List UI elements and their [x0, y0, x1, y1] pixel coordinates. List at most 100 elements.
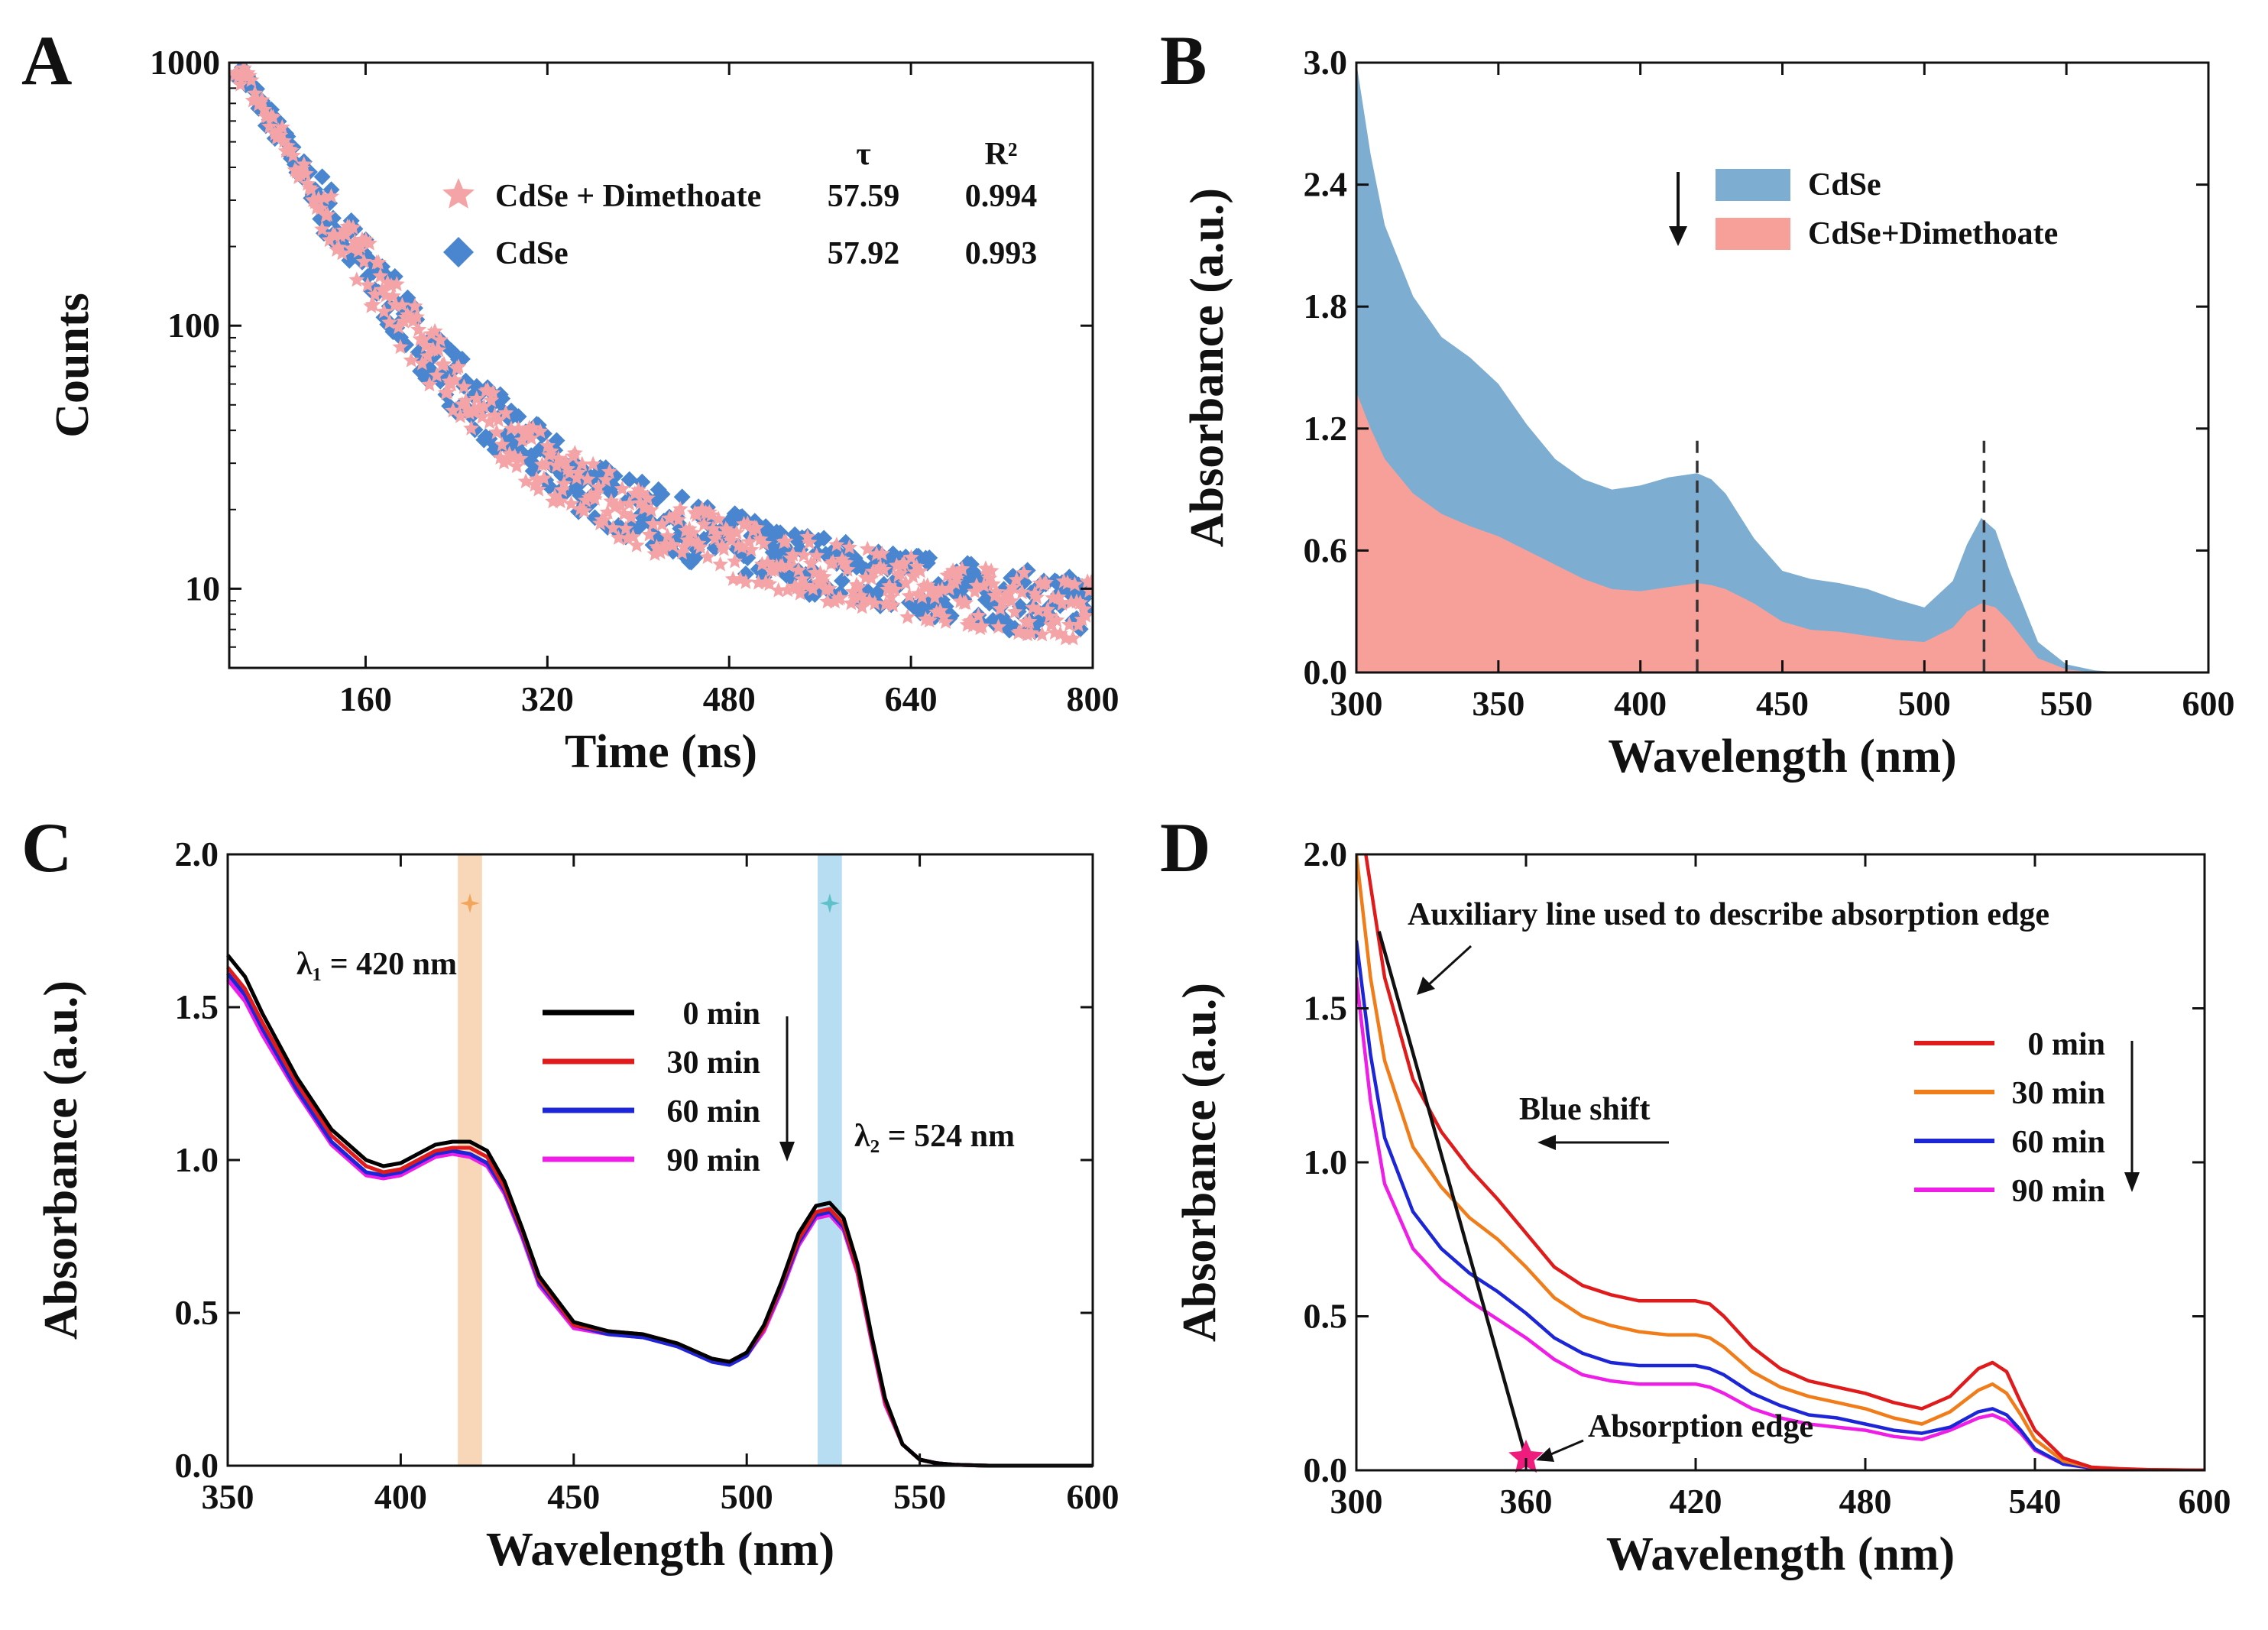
x-tick-label: 300: [1330, 684, 1383, 723]
data-point-star: [892, 565, 909, 581]
data-point-star: [426, 322, 443, 339]
data-point-star: [727, 553, 744, 569]
data-point-star: [841, 539, 857, 555]
data-point-star: [728, 524, 745, 540]
y-tick-label: 1.0: [1304, 1142, 1348, 1181]
data-point-star: [408, 309, 425, 324]
data-point-star: [974, 617, 990, 634]
x-tick-label: 550: [2040, 684, 2093, 723]
data-point-star: [537, 455, 554, 472]
data-point-star: [665, 536, 682, 553]
data-point-star: [737, 574, 754, 589]
x-tick-label: 320: [521, 679, 574, 718]
data-point-star: [899, 608, 916, 624]
y-tick-label: 0.6: [1304, 530, 1348, 569]
auxiliary-edge-line: [1377, 931, 1528, 1459]
data-point-star: [601, 463, 617, 479]
data-point-star: [452, 407, 468, 423]
data-point-star: [232, 76, 248, 92]
data-point-star: [654, 516, 670, 532]
annotation-lambda1: λ₁ = 420 nm: [296, 947, 457, 982]
data-point-star: [659, 527, 676, 543]
data-point-diamond: [510, 408, 527, 426]
panel-b-absorbance-area-chart: 300 350 400 450 500 550 600 0.0 0.6 1.2 1.8 2.4 3.0 W…: [1181, 43, 2235, 783]
x-axis-title: Wavelength (nm): [486, 1524, 834, 1576]
data-point-star: [699, 549, 716, 564]
band-star-icon: [460, 893, 480, 913]
data-point-star: [338, 226, 354, 242]
data-point-diamond: [494, 390, 511, 407]
data-point-star: [483, 392, 500, 408]
data-point-star: [323, 188, 339, 203]
data-point-star: [579, 471, 596, 487]
data-point-star: [345, 219, 361, 235]
data-point-star: [370, 254, 387, 270]
data-point-star: [839, 561, 856, 577]
data-point-star: [828, 536, 845, 553]
data-point-star: [403, 352, 420, 368]
band-lambda2: [818, 854, 842, 1466]
legend-swatch: [1716, 169, 1790, 201]
area-cdse-dimethoate: [1356, 391, 2208, 672]
data-point-star: [692, 539, 708, 555]
data-point-star: [432, 332, 449, 348]
data-point-star: [497, 404, 514, 420]
data-point-star: [421, 376, 438, 392]
legend-tau-value: 57.92: [828, 236, 900, 271]
x-tick-label: 480: [703, 679, 756, 718]
data-point-star: [390, 319, 407, 335]
y-tick-label: 2.0: [175, 834, 219, 873]
data-point-star: [552, 493, 569, 509]
y-tick-label: 10: [185, 569, 220, 608]
x-tick-label: 480: [1839, 1482, 1892, 1521]
data-point-star: [261, 118, 278, 134]
data-point-star: [388, 276, 405, 291]
data-point-star: [756, 535, 773, 551]
data-point-star: [656, 541, 672, 557]
legend-label: 0 min: [682, 996, 760, 1032]
data-point-star: [896, 555, 912, 570]
data-point-star: [801, 534, 818, 550]
data-point-star: [876, 561, 893, 577]
spectrum-line: [226, 954, 1093, 1468]
data-point-star: [481, 413, 497, 429]
spectra-lines: [226, 954, 1093, 1468]
arrow-head-icon: [1536, 1447, 1554, 1462]
x-tick-label: 450: [547, 1477, 600, 1516]
data-point-star: [912, 562, 928, 578]
data-point-star: [1005, 578, 1022, 595]
data-point-star: [1054, 595, 1071, 611]
y-tick-label: 1.8: [1304, 287, 1348, 326]
data-point-star: [296, 156, 313, 172]
y-tick-label: 1.5: [1304, 989, 1348, 1028]
legend-diamond-icon: [443, 237, 474, 267]
data-point-star: [303, 181, 319, 196]
legend-c: 0 min 30 min 60 min 90 min: [543, 996, 795, 1178]
down-arrow-icon: [2124, 1172, 2140, 1192]
data-point-star: [407, 297, 423, 313]
y-tick-label: 2.4: [1304, 165, 1348, 204]
data-point-star: [614, 480, 630, 496]
data-point-star: [712, 556, 729, 572]
y-tick-label: 0.0: [175, 1446, 219, 1485]
absorption-edge-star-icon: [1508, 1439, 1544, 1473]
data-point-star: [532, 423, 549, 439]
decay-points: [229, 63, 1093, 646]
data-point-star: [983, 562, 1000, 578]
data-point-star: [429, 367, 445, 383]
spectrum-line: [1364, 854, 2205, 1470]
data-point-star: [243, 72, 260, 87]
y-tick-label: 1.2: [1304, 409, 1348, 448]
data-point-star: [641, 526, 658, 542]
data-point-star: [439, 384, 456, 400]
data-point-diamond: [834, 572, 851, 590]
y-axis-title: Absorbance (a.u.): [1181, 188, 1233, 547]
data-point-star: [798, 577, 814, 593]
data-point-star: [595, 511, 612, 527]
legend-label: 30 min: [2011, 1076, 2105, 1111]
data-point-star: [414, 355, 430, 371]
spectrum-line: [1356, 854, 2205, 1470]
y-tick-label: 3.0: [1304, 43, 1348, 82]
data-point-star: [914, 588, 931, 604]
x-axis-title: Wavelength (nm): [1606, 1528, 1955, 1580]
